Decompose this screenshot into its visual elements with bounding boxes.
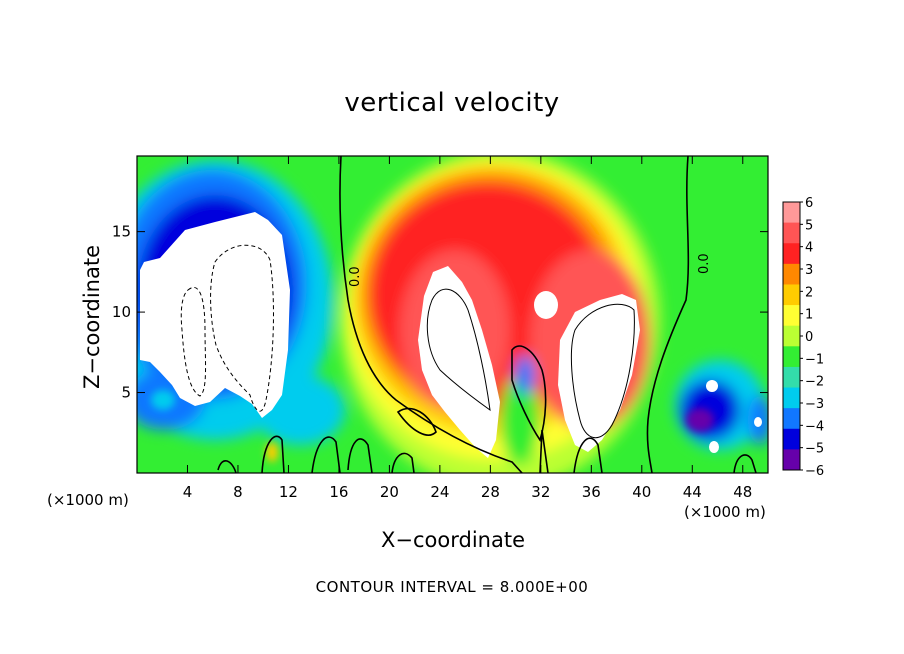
colorbar-swatch	[783, 243, 800, 265]
colorbar-label: 3	[805, 263, 813, 278]
downdraft-core	[140, 212, 290, 418]
contour-label: 0.0	[348, 266, 363, 287]
interior-contours	[426, 288, 635, 438]
y-axis-label: Z−coordinate	[80, 245, 104, 389]
negative-contours	[180, 244, 274, 412]
contour-label: 0.0	[697, 253, 712, 274]
x-tick-label: 36	[582, 483, 601, 501]
colorbar-label: −2	[805, 375, 824, 390]
y-tick-label: 10	[112, 303, 131, 321]
colorbar-label: −6	[805, 464, 824, 479]
x-unit-right: (×1000 m)	[684, 503, 766, 521]
colorbar-swatch	[783, 387, 800, 409]
colorbar-label: −4	[805, 419, 824, 434]
x-unit-left: (×1000 m)	[47, 491, 129, 509]
colorbar-swatch	[783, 284, 800, 306]
plot-frame	[136, 155, 769, 474]
colorbar-swatch	[783, 325, 800, 347]
colorbar-label: −3	[805, 397, 824, 412]
colorbar-label: 4	[805, 241, 813, 256]
velocity-field: 0.0 0.0	[137, 156, 768, 473]
y-tick-label: 15	[112, 223, 131, 241]
colorbar-swatch	[783, 222, 800, 244]
x-tick-label: 40	[632, 483, 651, 501]
colorbar-label: 6	[805, 196, 813, 211]
contour-interval-note: CONTOUR INTERVAL = 8.000E+00	[315, 578, 589, 596]
colorbar-label: −5	[805, 442, 824, 457]
colorbar-label: 0	[805, 330, 813, 345]
x-tick-label: 12	[279, 483, 298, 501]
colorbar-swatch	[783, 202, 800, 224]
colorbar-label: 5	[805, 218, 813, 233]
colorbar-label: −1	[805, 352, 824, 367]
colorbar-swatch	[783, 346, 800, 368]
x-tick-label: 20	[380, 483, 399, 501]
x-tick-label: 16	[329, 483, 348, 501]
zero-contours	[217, 156, 757, 473]
x-tick-label: 32	[531, 483, 550, 501]
x-axis-label: X−coordinate	[381, 528, 525, 552]
colorbar: 6 5 4 3 2 1 0 −1 −2 −3 −4 −5 −6	[782, 196, 824, 479]
colorbar-swatch	[783, 449, 800, 471]
chart-title: vertical velocity	[344, 88, 560, 118]
y-tick-label: 5	[121, 384, 131, 402]
x-tick-label: 4	[183, 483, 193, 501]
colorbar-swatch	[783, 366, 800, 389]
x-axis-ticks: 4 8 12 16 20 24 28 32 36 40 44 48	[183, 156, 752, 501]
x-tick-label: 44	[683, 483, 702, 501]
colorbar-swatch	[783, 428, 800, 450]
colorbar-swatch	[783, 263, 800, 285]
y-axis-ticks: 5 10 15	[112, 223, 768, 402]
x-tick-label: 24	[430, 483, 449, 501]
colorbar-label: 2	[805, 285, 813, 300]
colorbar-swatch	[783, 305, 800, 327]
x-tick-label: 48	[733, 483, 752, 501]
x-tick-label: 8	[233, 483, 243, 501]
updraft-core-left	[418, 266, 500, 458]
colorbar-swatch	[783, 408, 800, 430]
colorbar-label: 1	[805, 308, 813, 323]
x-tick-label: 28	[481, 483, 500, 501]
